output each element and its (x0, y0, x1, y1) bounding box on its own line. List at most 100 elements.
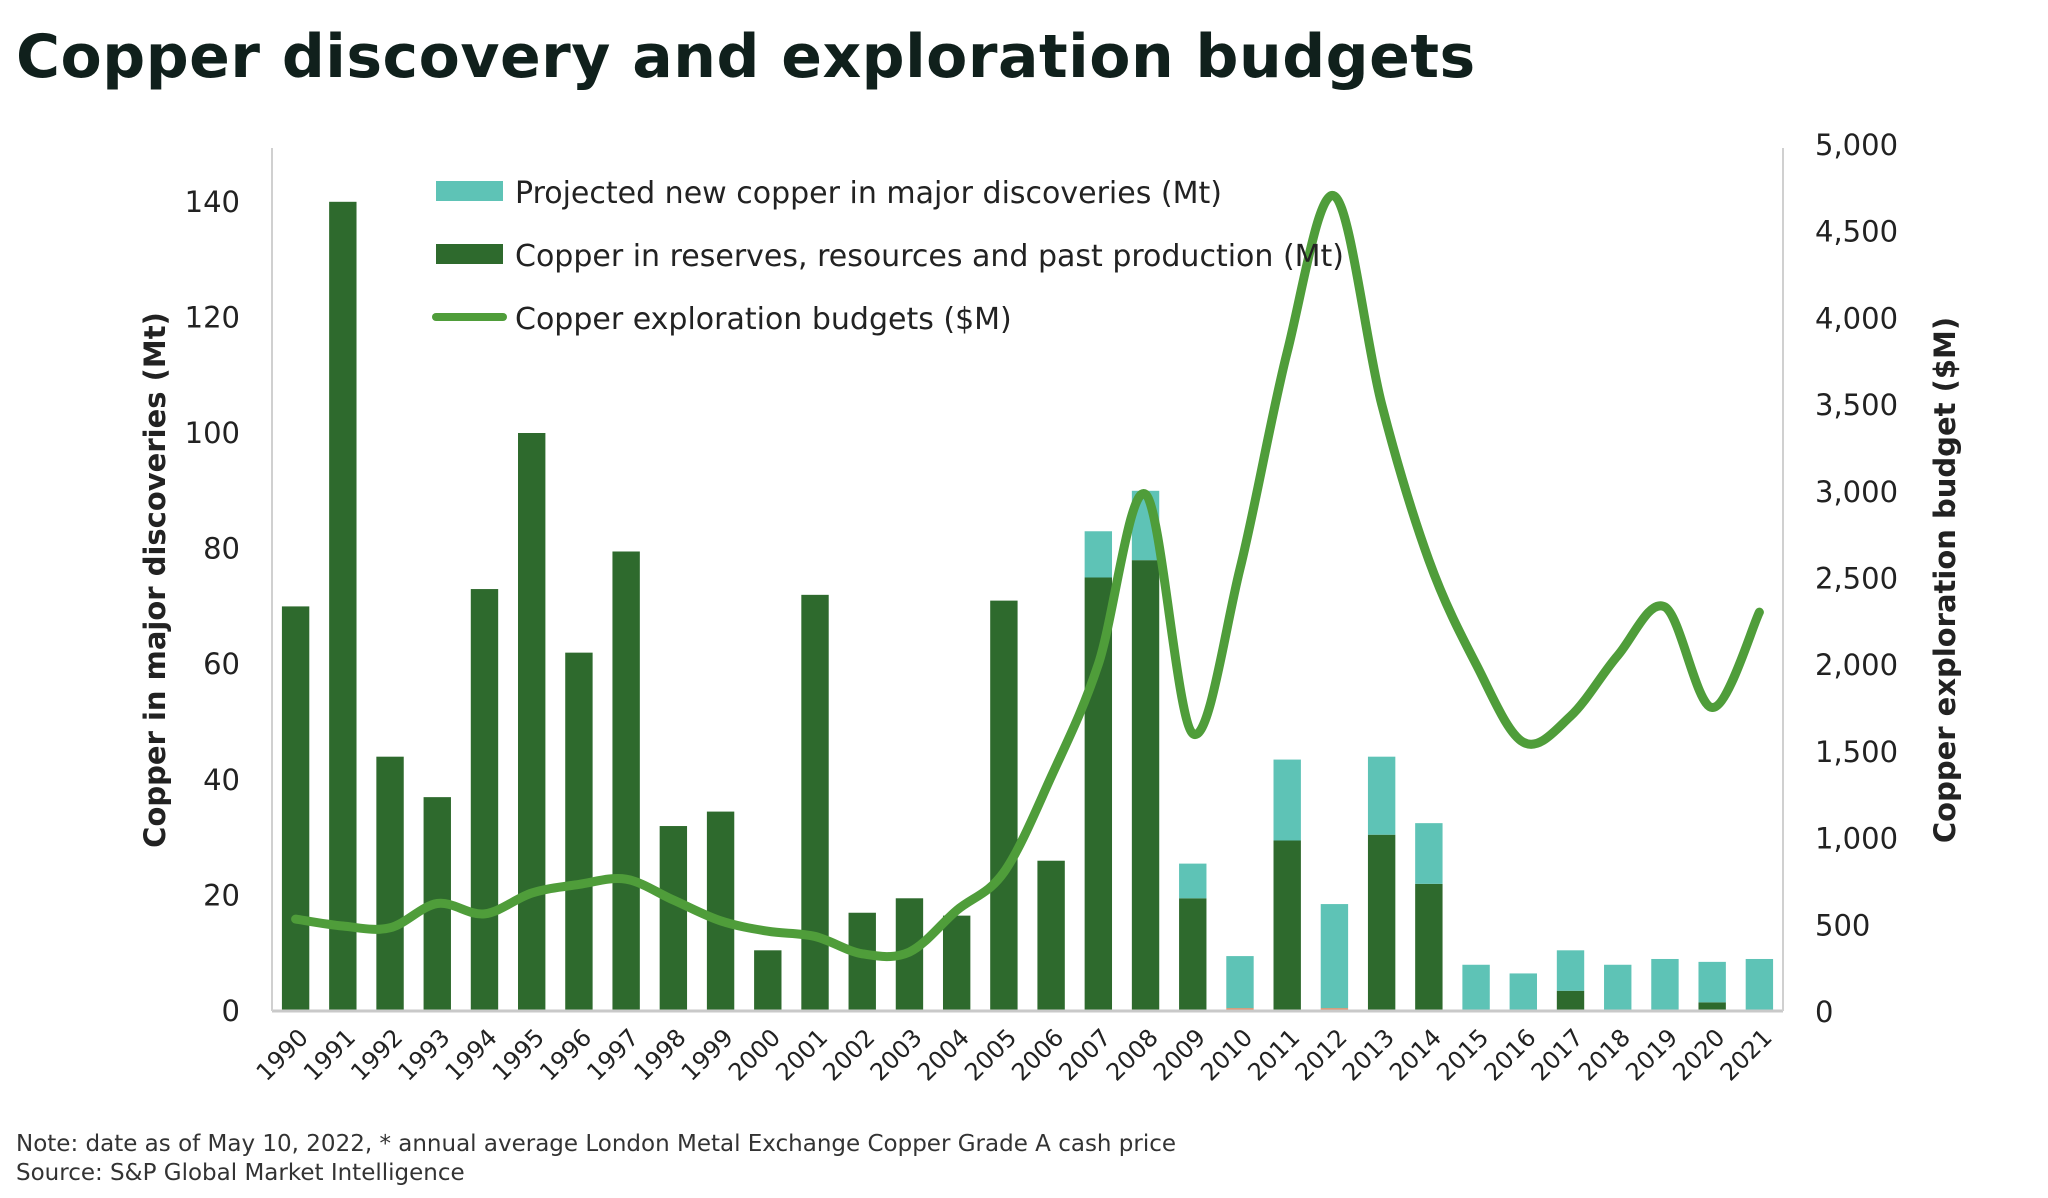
x-tick-label: 2010 (1195, 1023, 1258, 1086)
bar-reserves (1273, 840, 1301, 1011)
x-tick-label: 2014 (1384, 1023, 1447, 1086)
bar-reserves (1556, 990, 1585, 1011)
bar-reserves (801, 594, 829, 1011)
x-tick-label: 1994 (440, 1023, 503, 1086)
bar-reserves (612, 551, 640, 1011)
y-tick-label: 100 (185, 416, 240, 450)
x-tick-label: 2009 (1148, 1023, 1211, 1086)
y2-axis-title: Copper exploration budget ($M) (1928, 317, 1962, 843)
x-tick-label: 2015 (1431, 1023, 1494, 1086)
chart-title: Copper discovery and exploration budgets (16, 22, 1476, 92)
bar-reserves (1037, 860, 1065, 1011)
legend: Projected new copper in major discoverie… (432, 176, 1344, 337)
bar-projected (1462, 964, 1490, 1011)
bar-reserves (281, 606, 310, 1011)
bar-reserves (1131, 560, 1160, 1011)
legend-label: Copper exploration budgets ($M) (515, 302, 1012, 337)
x-tick-label: 2016 (1479, 1023, 1542, 1086)
budget-line (291, 191, 1764, 962)
bar-reserves (1415, 883, 1443, 1011)
y2-tick-label: 1,500 (1815, 735, 1898, 769)
y-tick-label: 120 (185, 300, 240, 334)
bar-projected (1226, 956, 1254, 1009)
x-tick-label: 2011 (1242, 1023, 1305, 1086)
y-tick-label: 0 (222, 994, 240, 1028)
x-tick-label: 2006 (1006, 1023, 1069, 1086)
legend-swatch-reserves (436, 244, 503, 264)
x-tick-label: 2000 (723, 1023, 786, 1086)
x-tick-label: 2008 (1101, 1023, 1164, 1086)
legend-swatch-projected (436, 181, 503, 201)
x-tick-label: 2005 (959, 1023, 1022, 1086)
bar-reserves (1179, 898, 1207, 1011)
bar-reserves (848, 912, 876, 1011)
bar-projected (1556, 950, 1585, 991)
bar-projected (1415, 823, 1443, 884)
y2-tick-label: 0 (1815, 995, 1833, 1029)
bar-reserves (942, 915, 971, 1011)
bar-reserves (518, 433, 546, 1011)
x-tick-label: 1996 (534, 1023, 597, 1086)
y-tick-label: 40 (203, 763, 240, 797)
x-tick-label: 2002 (817, 1023, 880, 1086)
bar-projected (1273, 759, 1301, 841)
y2-tick-label: 1,000 (1815, 822, 1898, 856)
x-tick-label: 2001 (770, 1023, 833, 1086)
y2-tick-label: 3,000 (1815, 475, 1898, 509)
y-tick-label: 80 (203, 532, 240, 566)
y-tick-label: 60 (203, 647, 240, 681)
bar-reserves (754, 950, 782, 1011)
bar-projected (1745, 958, 1774, 1011)
y-tick-label: 20 (203, 878, 240, 912)
bar-projected (1604, 964, 1632, 1011)
legend-label: Copper in reserves, resources and past p… (515, 239, 1344, 274)
x-tick-label: 2004 (912, 1023, 975, 1086)
bar-reserves (659, 826, 688, 1011)
x-tick-label: 2017 (1526, 1023, 1589, 1086)
x-tick-label: 2021 (1715, 1023, 1778, 1086)
bar-projected (1698, 961, 1726, 1003)
bar-projected (1179, 863, 1207, 899)
x-tick-label: 1995 (487, 1023, 550, 1086)
y2-tick-label: 4,000 (1815, 301, 1898, 335)
x-tick-label: 1992 (345, 1023, 408, 1086)
bar-reserves (376, 756, 404, 1011)
x-tick-label: 1998 (629, 1023, 692, 1086)
y2-tick-label: 4,500 (1815, 215, 1898, 249)
x-tick-label: 1997 (581, 1023, 644, 1086)
x-tick-label: 1993 (393, 1023, 456, 1086)
bar-projected (1509, 973, 1537, 1011)
chart-note: Note: date as of May 10, 2022, * annual … (16, 1131, 1177, 1157)
bar-reserves (1698, 1002, 1726, 1011)
bar-projected (1084, 531, 1113, 578)
bar-reserves (565, 652, 593, 1011)
y2-tick-label: 2,500 (1815, 562, 1898, 596)
y2-tick-label: 500 (1815, 908, 1870, 942)
bar-projected (1320, 904, 1349, 1009)
x-tick-label: 1990 (251, 1023, 314, 1086)
bar-reserves (990, 600, 1018, 1011)
y2-tick-label: 3,500 (1815, 388, 1898, 422)
x-tick-label: 1991 (298, 1023, 361, 1086)
x-tick-label: 2012 (1290, 1023, 1353, 1086)
x-tick-label: 1999 (676, 1023, 739, 1086)
x-tick-label: 2003 (865, 1023, 928, 1086)
legend-label: Projected new copper in major discoverie… (515, 176, 1222, 211)
bar-projected (1367, 756, 1396, 835)
bar-reserves (706, 811, 735, 1011)
x-tick-label: 2019 (1620, 1023, 1683, 1086)
y2-tick-label: 5,000 (1815, 128, 1898, 162)
y-axis-title: Copper in major discoveries (Mt) (138, 312, 172, 848)
x-tick-label: 2007 (1054, 1023, 1117, 1086)
bar-reserves (1367, 834, 1396, 1011)
y-tick-label: 140 (185, 185, 240, 219)
x-tick-label: 2020 (1667, 1023, 1730, 1086)
x-tick-label: 2013 (1337, 1023, 1400, 1086)
bar-projected (1651, 958, 1679, 1011)
bar-reserves (329, 201, 357, 1012)
chart-source: Source: S&P Global Market Intelligence (16, 1160, 465, 1186)
bar-reserves (470, 589, 499, 1011)
y2-tick-label: 2,000 (1815, 648, 1898, 682)
x-tick-label: 2018 (1573, 1023, 1636, 1086)
